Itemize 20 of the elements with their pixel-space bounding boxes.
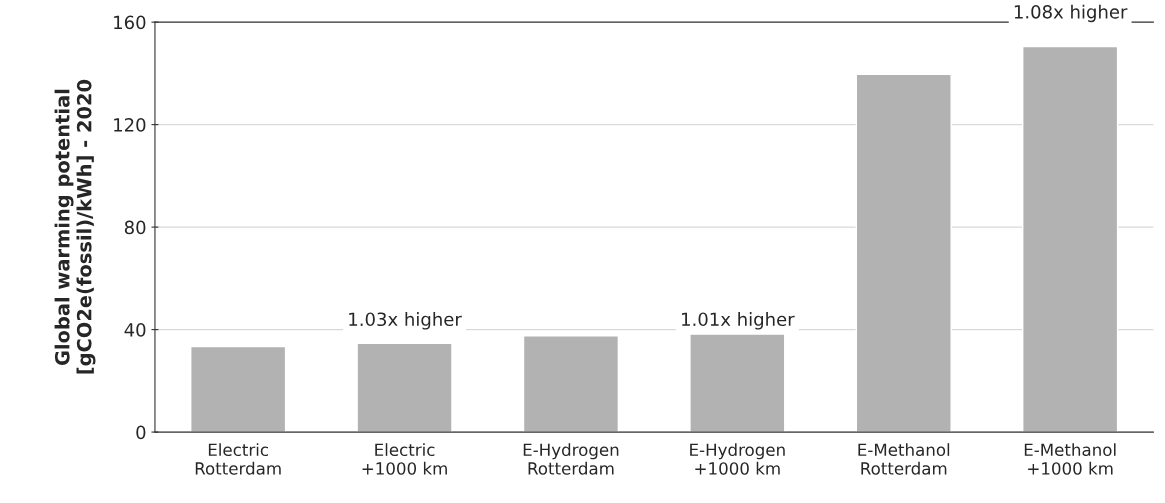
y-tick-label: 160: [114, 15, 146, 30]
annotation: 1.08x higher: [1014, 4, 1128, 23]
x-tick-label: Electric Rotterdam: [195, 443, 281, 475]
x-tick-label: E-Hydrogen +1000 km: [690, 443, 785, 475]
x-tick-label: E-Methanol +1000 km: [1024, 443, 1116, 475]
bar: [356, 342, 453, 433]
bar: [190, 345, 287, 433]
y-axis-title: Global warming potential [gCO2e(fossil)/kWh] - 2020: [54, 79, 96, 374]
y-tick-label: 0: [136, 425, 146, 440]
bar: [855, 73, 952, 433]
annotation: 1.03x higher: [349, 312, 462, 330]
y-tick-label: 40: [124, 323, 146, 337]
bar: [1022, 45, 1119, 433]
y-tick-label: 80: [124, 220, 146, 235]
bar: [522, 335, 620, 433]
x-tick-label: E-Methanol Rotterdam: [858, 443, 950, 475]
annotation: 1.01x higher: [682, 312, 795, 330]
y-tick-label: 120: [114, 118, 146, 132]
x-tick-label: Electric +1000 km: [362, 443, 447, 475]
x-tick-label: E-Hydrogen Rotterdam: [523, 443, 619, 475]
